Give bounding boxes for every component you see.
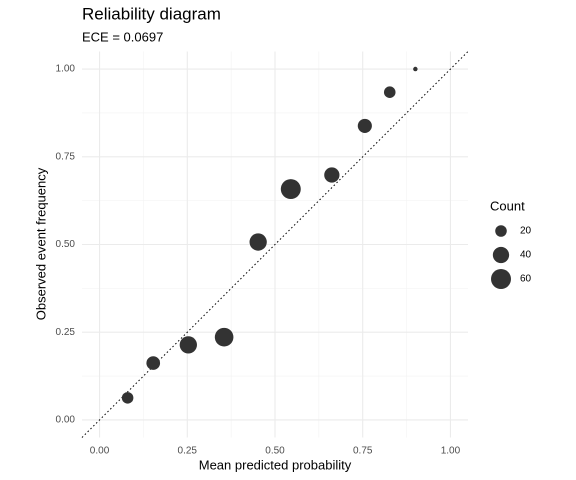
point: [280, 179, 301, 200]
legend-label: 40: [520, 250, 532, 261]
legend-title: Count: [490, 198, 525, 213]
point: [146, 356, 161, 370]
legend-label: 60: [520, 274, 532, 285]
legend-key: [491, 269, 511, 289]
y-tick-label: 0.50: [56, 239, 76, 250]
point: [249, 233, 267, 251]
legend-key: [492, 246, 510, 264]
point: [324, 167, 340, 183]
x-tick-label: 0.75: [353, 446, 373, 457]
point: [121, 392, 134, 404]
x-tick-label: 0.25: [178, 446, 198, 457]
x-tick-label: 1.00: [441, 446, 461, 457]
legend-key: [495, 225, 507, 237]
point: [383, 86, 396, 98]
y-tick-label: 0.00: [56, 415, 76, 426]
point: [214, 327, 234, 347]
y-axis-title: Observed event frequency: [33, 167, 48, 320]
x-tick-label: 0.00: [90, 446, 110, 457]
chart-title: Reliability diagram: [82, 4, 221, 23]
y-tick-label: 0.75: [56, 151, 76, 162]
point: [413, 66, 418, 72]
y-tick-label: 1.00: [56, 64, 76, 75]
point: [357, 118, 372, 133]
chart-subtitle: ECE = 0.0697: [82, 29, 163, 44]
point: [179, 336, 197, 354]
reference-diagonal: [81, 51, 469, 438]
x-tick-label: 0.50: [265, 446, 285, 457]
x-axis-title: Mean predicted probability: [199, 457, 352, 472]
y-tick-label: 0.25: [56, 327, 76, 338]
legend-label: 20: [520, 226, 532, 237]
